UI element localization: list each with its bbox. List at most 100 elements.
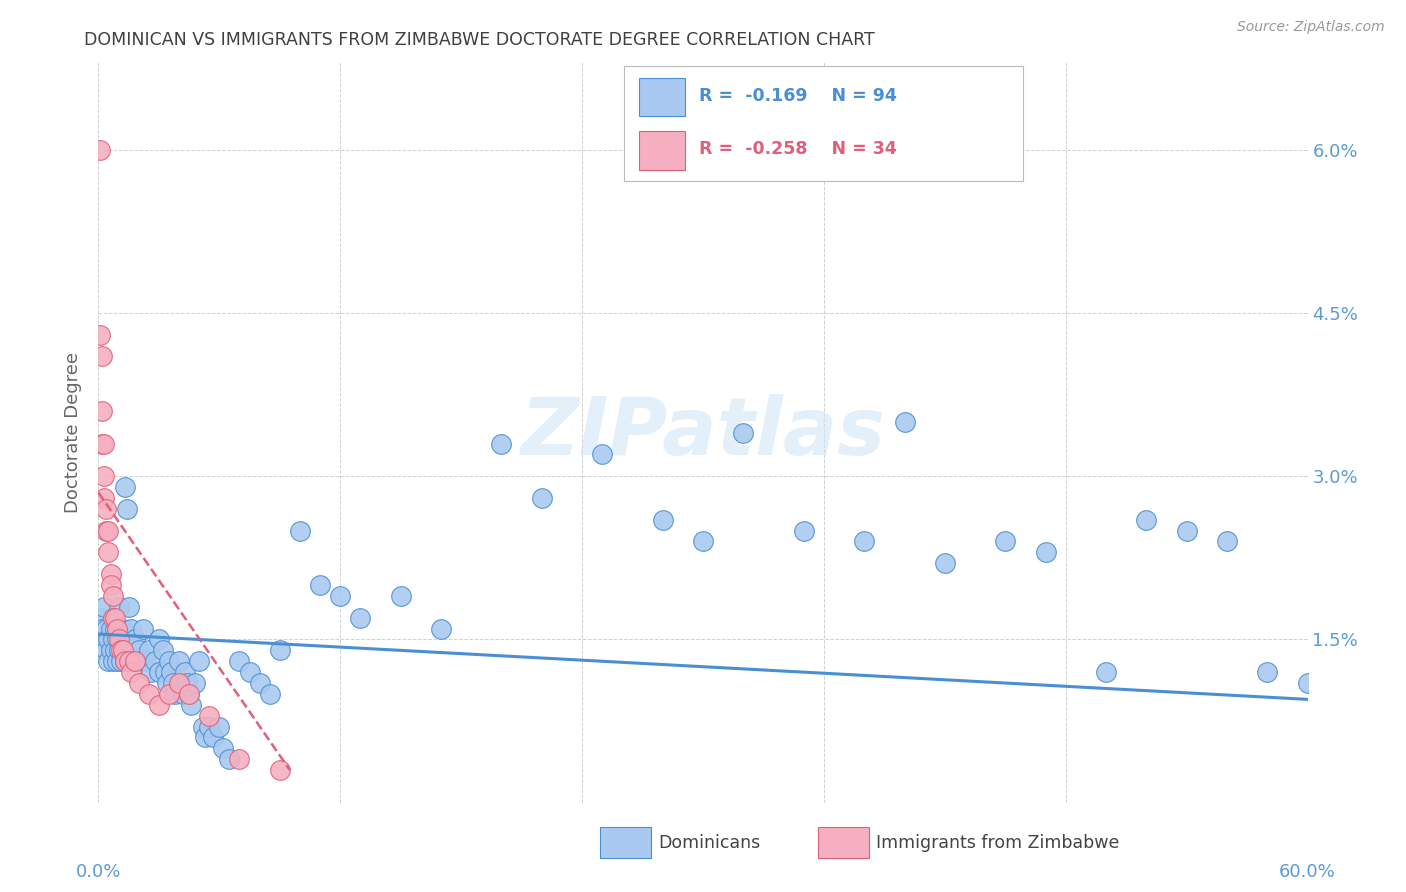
Point <box>105 654 128 668</box>
Point <box>114 480 136 494</box>
Point <box>179 687 201 701</box>
Text: Dominicans: Dominicans <box>658 834 761 852</box>
Point <box>329 589 352 603</box>
Point <box>148 632 170 647</box>
Text: 60.0%: 60.0% <box>1279 863 1336 880</box>
Point <box>118 654 141 668</box>
Point <box>156 676 179 690</box>
Point <box>128 676 150 690</box>
Point <box>430 622 453 636</box>
Point <box>115 632 138 647</box>
Point <box>288 524 311 538</box>
Point <box>100 643 122 657</box>
Point <box>167 676 190 690</box>
Point <box>111 643 134 657</box>
Point <box>103 610 125 624</box>
Point <box>97 632 120 647</box>
Point <box>733 425 755 440</box>
Point <box>96 501 118 516</box>
Point <box>163 687 186 701</box>
Point <box>107 632 129 647</box>
Point <box>110 654 132 668</box>
Point <box>97 524 120 538</box>
Point <box>1175 524 1198 538</box>
Point <box>129 654 152 668</box>
Point <box>198 708 221 723</box>
Point <box>105 622 128 636</box>
Point <box>176 676 198 690</box>
Point <box>96 524 118 538</box>
Point <box>128 643 150 657</box>
Point <box>115 501 138 516</box>
Point <box>124 632 146 647</box>
Point <box>148 698 170 712</box>
Point <box>96 643 118 657</box>
Point <box>124 654 146 668</box>
Point <box>132 622 155 636</box>
Point <box>530 491 553 505</box>
Point <box>793 524 815 538</box>
Point <box>111 622 134 636</box>
FancyBboxPatch shape <box>638 78 685 117</box>
Point <box>93 436 115 450</box>
Point <box>121 654 143 668</box>
Point <box>134 654 156 668</box>
Point <box>188 654 211 668</box>
Point <box>114 654 136 668</box>
Point <box>184 676 207 690</box>
Point <box>101 610 124 624</box>
Y-axis label: Doctorate Degree: Doctorate Degree <box>65 352 83 513</box>
Point <box>180 698 202 712</box>
Point <box>101 589 124 603</box>
Point <box>228 752 250 766</box>
Point <box>651 513 673 527</box>
Point <box>93 632 115 647</box>
Point <box>100 622 122 636</box>
Point <box>198 720 221 734</box>
Point <box>110 632 132 647</box>
Text: Immigrants from Zimbabwe: Immigrants from Zimbabwe <box>876 834 1119 852</box>
Point <box>249 676 271 690</box>
Point <box>97 654 120 668</box>
Point <box>91 350 114 364</box>
Point <box>349 610 371 624</box>
Point <box>89 327 111 342</box>
Point <box>994 534 1017 549</box>
Point <box>114 654 136 668</box>
Point <box>91 622 114 636</box>
Point <box>218 752 240 766</box>
Point <box>93 491 115 505</box>
Point <box>107 599 129 614</box>
Point <box>139 665 162 680</box>
Point <box>269 643 291 657</box>
Point <box>1256 665 1278 680</box>
FancyBboxPatch shape <box>600 827 651 858</box>
Point <box>100 578 122 592</box>
Point <box>309 578 332 592</box>
Point <box>1296 676 1319 690</box>
Text: DOMINICAN VS IMMIGRANTS FROM ZIMBABWE DOCTORATE DEGREE CORRELATION CHART: DOMINICAN VS IMMIGRANTS FROM ZIMBABWE DO… <box>84 31 875 49</box>
Point <box>120 665 142 680</box>
Point <box>1035 545 1057 559</box>
Point <box>101 632 124 647</box>
Point <box>91 436 114 450</box>
Point <box>491 436 513 450</box>
Point <box>170 676 193 690</box>
Point <box>111 643 134 657</box>
Point <box>101 654 124 668</box>
Point <box>91 404 114 418</box>
Point <box>120 643 142 657</box>
Point <box>125 654 148 668</box>
FancyBboxPatch shape <box>638 131 685 169</box>
Point <box>143 654 166 668</box>
Point <box>157 654 180 668</box>
Text: R =  -0.169    N = 94: R = -0.169 N = 94 <box>699 87 897 104</box>
Point <box>89 610 111 624</box>
Point <box>389 589 412 603</box>
Point <box>100 567 122 582</box>
Point <box>692 534 714 549</box>
Point <box>148 665 170 680</box>
Point <box>162 676 184 690</box>
Point <box>107 622 129 636</box>
Point <box>167 654 190 668</box>
